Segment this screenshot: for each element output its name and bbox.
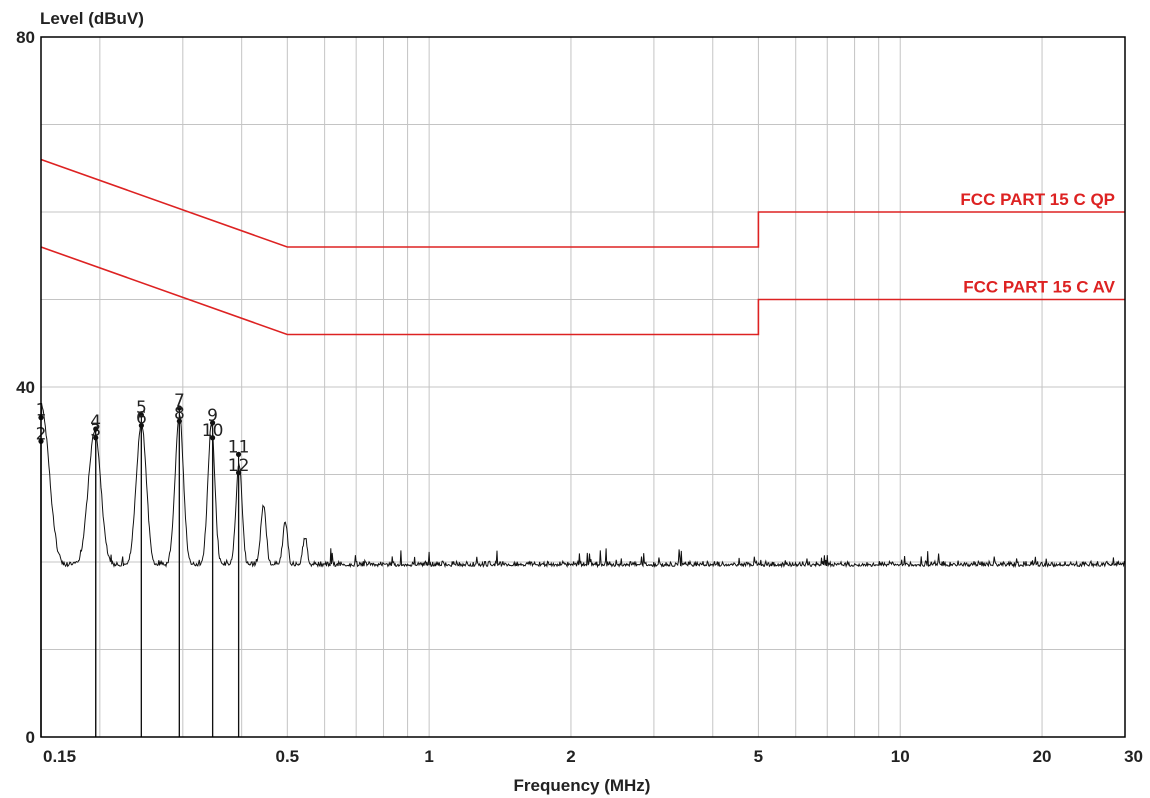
x-tick-label: 20 bbox=[1033, 747, 1052, 766]
marker-point bbox=[176, 418, 182, 424]
measurement-trace bbox=[40, 403, 1126, 569]
x-tick-label: 0.15 bbox=[43, 747, 76, 766]
trace-line bbox=[40, 403, 1126, 569]
marker-point bbox=[235, 470, 242, 476]
marker-point bbox=[93, 426, 99, 432]
marker-label: 11 bbox=[228, 437, 250, 457]
marker-label: 8 bbox=[174, 404, 185, 424]
marker-label: 9 bbox=[207, 406, 218, 426]
marker-point bbox=[209, 435, 216, 441]
marker-label: 4 bbox=[90, 412, 101, 432]
marker-label: 6 bbox=[136, 409, 147, 429]
limit-line bbox=[40, 246, 1125, 336]
marker-point bbox=[176, 405, 182, 411]
y-tick-label: 40 bbox=[16, 378, 35, 397]
x-axis-title: Frequency (MHz) bbox=[514, 776, 651, 795]
plot-frame bbox=[40, 36, 1126, 738]
x-tick-label: 0.5 bbox=[276, 747, 300, 766]
marker-point bbox=[138, 412, 144, 418]
y-tick-label: 80 bbox=[16, 28, 35, 47]
x-tick-label: 10 bbox=[891, 747, 910, 766]
x-tick-label: 1 bbox=[424, 747, 433, 766]
x-tick-label: 5 bbox=[754, 747, 763, 766]
x-tick-label: 30 bbox=[1124, 747, 1143, 766]
y-tick-label: 0 bbox=[26, 728, 35, 747]
marker-point bbox=[209, 420, 216, 426]
grid bbox=[41, 37, 1126, 737]
marker-label: 5 bbox=[136, 398, 147, 418]
marker-point bbox=[235, 451, 242, 457]
limit-line-label: FCC PART 15 C AV bbox=[963, 278, 1115, 297]
limit-line-label: FCC PART 15 C QP bbox=[960, 190, 1115, 209]
marker-label: 7 bbox=[174, 391, 185, 411]
limit-lines: FCC PART 15 C QP FCC PART 15 C AV bbox=[40, 158, 1125, 336]
marker-point bbox=[138, 422, 144, 429]
limit-line bbox=[40, 158, 1125, 248]
marker-label: 12 bbox=[228, 456, 250, 476]
marker-label: 10 bbox=[202, 421, 224, 441]
y-axis-title: Level (dBuV) bbox=[40, 9, 144, 28]
x-tick-label: 2 bbox=[566, 747, 575, 766]
